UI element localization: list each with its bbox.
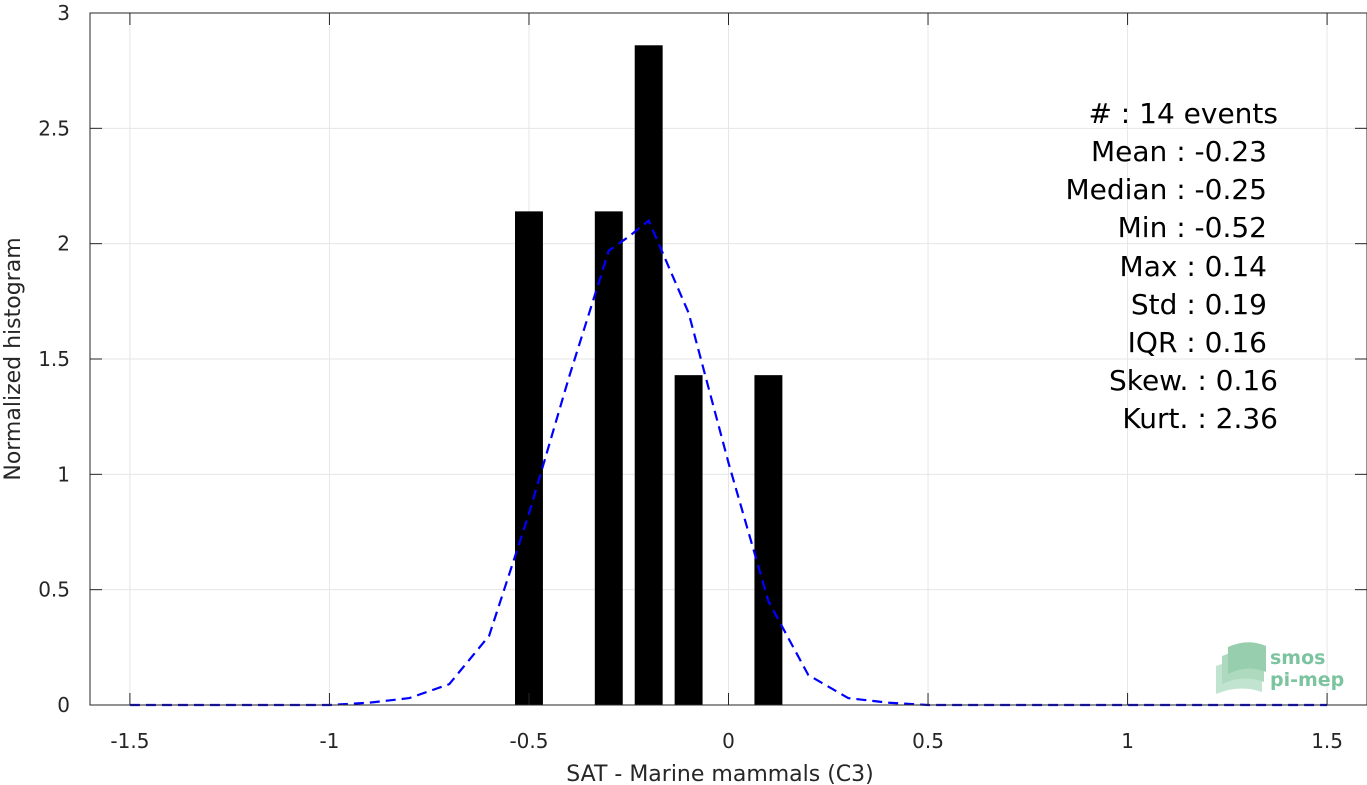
y-tick-label: 1 (57, 462, 70, 486)
stat-std: Std : 0.19 (1131, 288, 1267, 321)
x-tick-label: -0.5 (509, 729, 548, 753)
y-tick-label: 2 (57, 232, 70, 256)
statistics-box: # : 14 events Mean : -0.23 Median : -0.2… (1065, 97, 1278, 435)
stat-median: Median : -0.25 (1065, 173, 1267, 206)
y-tick-label: 0.5 (38, 578, 70, 602)
histogram-bars (515, 45, 783, 705)
stat-skew: Skew. : 0.16 (1109, 364, 1278, 397)
y-tick-label: 3 (57, 1, 70, 25)
x-tick-label: -1.5 (110, 729, 149, 753)
x-tick-label: -1 (319, 729, 339, 753)
x-tick-label: 0 (722, 729, 735, 753)
stat-kurt: Kurt. : 2.36 (1122, 402, 1278, 435)
x-tick-label: 1.5 (1311, 729, 1343, 753)
histogram-bar (754, 375, 783, 705)
x-tick-labels: -1.5 -1 -0.5 0 0.5 1 1.5 (110, 729, 1343, 753)
axis-ticks (90, 12, 1367, 706)
histogram-bar (634, 45, 663, 705)
logo-waves-icon (1216, 642, 1266, 694)
histogram-bar (594, 211, 623, 705)
stat-max: Max : 0.14 (1120, 250, 1267, 283)
stat-count: # : 14 events (1088, 97, 1278, 130)
y-tick-label: 0 (57, 693, 70, 717)
y-tick-labels: 0 0.5 1 1.5 2 2.5 3 (38, 1, 70, 717)
stat-iqr: IQR : 0.16 (1128, 326, 1267, 359)
y-tick-label: 1.5 (38, 347, 70, 371)
x-tick-label: 0.5 (912, 729, 944, 753)
logo-text-smos: smos (1270, 647, 1325, 669)
histogram-bar (674, 375, 703, 705)
stat-min: Min : -0.52 (1118, 211, 1267, 244)
smos-pimep-logo: smos pi-mep (1216, 642, 1344, 694)
x-tick-label: 1 (1121, 729, 1134, 753)
x-axis-label: SAT - Marine mammals (C3) (566, 762, 874, 785)
histogram-bar (515, 211, 543, 705)
y-axis-label: Normalized histogram (1, 237, 26, 480)
logo-text-pimep: pi-mep (1270, 669, 1344, 691)
y-tick-label: 2.5 (38, 116, 70, 140)
stat-mean: Mean : -0.23 (1091, 135, 1267, 168)
